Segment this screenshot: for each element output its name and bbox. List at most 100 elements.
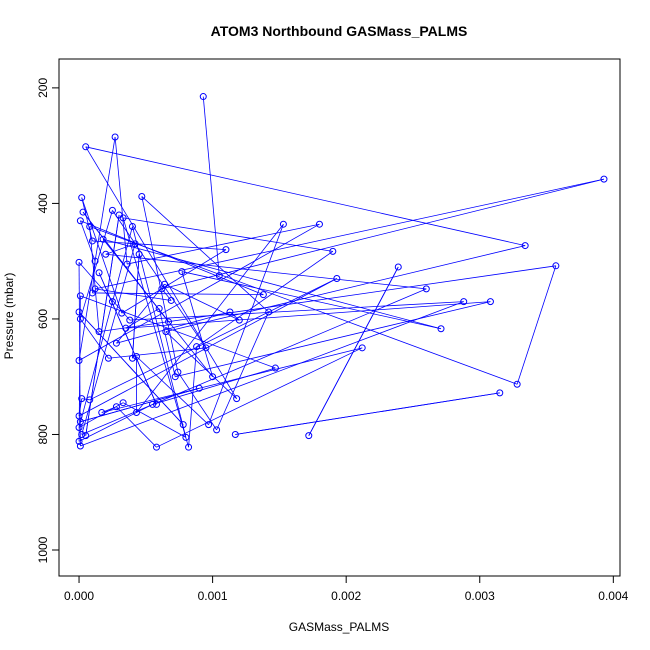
data-point — [231, 430, 239, 438]
data-points — [75, 93, 608, 451]
connecting-line — [161, 178, 605, 290]
data-point — [153, 443, 161, 451]
connecting-line — [78, 226, 133, 428]
data-point — [513, 380, 521, 388]
data-point — [213, 426, 221, 434]
connecting-line — [78, 136, 116, 361]
connecting-line — [175, 301, 491, 378]
data-point — [128, 223, 136, 231]
connecting-line — [91, 261, 96, 293]
data-point — [122, 324, 130, 332]
connecting-line — [158, 308, 176, 377]
connecting-line — [114, 136, 128, 265]
data-point — [128, 354, 136, 362]
data-point — [162, 328, 170, 336]
data-point — [95, 328, 103, 336]
connecting-line — [89, 278, 338, 401]
data-point — [104, 354, 112, 362]
x-tick-label: 0.001 — [198, 589, 228, 603]
data-point — [76, 292, 84, 300]
data-point — [195, 384, 203, 392]
data-point — [552, 262, 560, 270]
data-point — [75, 258, 83, 266]
data-point — [394, 263, 402, 271]
data-point — [112, 403, 120, 411]
x-tick-label: 0.002 — [331, 589, 361, 603]
data-point — [95, 269, 103, 277]
data-point — [182, 433, 190, 441]
connecting-lines — [78, 96, 605, 448]
data-point — [333, 275, 341, 283]
data-point — [279, 220, 287, 228]
data-point — [78, 194, 86, 202]
connecting-line — [78, 404, 153, 442]
connecting-line — [123, 217, 333, 252]
connecting-line — [235, 392, 500, 435]
connecting-line — [165, 245, 526, 333]
data-point — [75, 412, 83, 420]
data-point — [185, 443, 193, 451]
y-tick-label: 800 — [36, 424, 50, 444]
data-point — [76, 315, 84, 323]
connecting-line — [229, 311, 240, 321]
connecting-line — [78, 295, 81, 442]
connecting-line — [102, 238, 213, 377]
plot-frame — [58, 58, 621, 577]
data-point — [315, 220, 323, 228]
data-point — [132, 352, 140, 360]
data-point — [259, 291, 267, 299]
connecting-line — [94, 178, 605, 290]
data-point — [165, 318, 173, 326]
data-point — [123, 260, 131, 268]
data-point — [75, 308, 83, 316]
data-point — [99, 235, 107, 243]
data-point — [76, 217, 84, 225]
data-point — [135, 250, 143, 258]
x-tick-label: 0.004 — [598, 589, 628, 603]
data-point — [126, 316, 134, 324]
data-point — [75, 357, 83, 365]
data-point — [91, 257, 99, 265]
connecting-line — [78, 223, 320, 361]
data-point — [161, 280, 169, 288]
data-point — [305, 432, 313, 440]
data-point — [521, 242, 529, 250]
connecting-line — [105, 253, 427, 290]
data-point — [119, 214, 127, 222]
y-tick-label: 200 — [36, 78, 50, 98]
data-point — [78, 430, 86, 438]
connecting-line — [85, 146, 237, 399]
y-tick-label: 1000 — [36, 536, 50, 563]
data-point — [167, 296, 175, 304]
connecting-line — [125, 301, 491, 329]
connecting-line — [516, 265, 557, 385]
data-point — [329, 247, 337, 255]
data-point — [76, 442, 84, 450]
data-point — [460, 298, 468, 306]
data-point — [102, 250, 110, 258]
data-point — [178, 268, 186, 276]
data-point — [149, 400, 156, 408]
data-point — [138, 192, 146, 200]
data-point — [205, 421, 213, 429]
connecting-line — [80, 295, 276, 369]
x-tick-label: 0.000 — [64, 589, 94, 603]
x-tick-label: 0.003 — [465, 589, 495, 603]
data-point — [98, 409, 106, 417]
x-axis-label: GASMass_PALMS — [289, 620, 389, 634]
data-point — [78, 395, 86, 403]
data-point — [132, 409, 140, 417]
connecting-line — [85, 146, 526, 246]
data-point — [209, 373, 217, 381]
connecting-line — [80, 301, 464, 447]
data-point — [437, 325, 445, 333]
data-point — [75, 437, 83, 445]
data-point — [119, 399, 127, 407]
connecting-line — [116, 284, 165, 344]
data-point — [155, 305, 163, 313]
connecting-line — [141, 196, 269, 313]
data-point — [202, 344, 210, 352]
data-point — [496, 389, 504, 397]
data-point — [131, 240, 139, 248]
connecting-line — [161, 288, 172, 301]
